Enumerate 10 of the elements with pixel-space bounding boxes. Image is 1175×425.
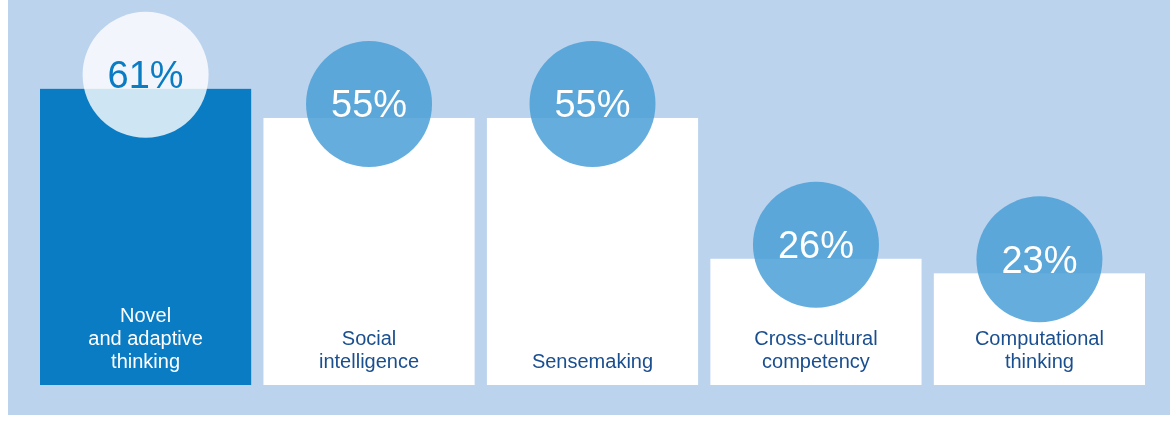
x-tick-label: Cross-cultural competency <box>754 327 878 372</box>
data-label: 26% <box>777 224 854 267</box>
x-tick-label: Computational thinking <box>974 327 1104 372</box>
data-label: 23% <box>1001 238 1078 281</box>
data-label: 61% <box>107 54 184 97</box>
data-label: 55% <box>554 83 631 126</box>
x-tick-label: Sensemaking <box>531 350 654 372</box>
x-tick-label: Novel and adaptive thinking <box>88 304 203 372</box>
data-label: 55% <box>331 83 408 126</box>
x-tick-label: Social intelligence <box>319 327 420 372</box>
